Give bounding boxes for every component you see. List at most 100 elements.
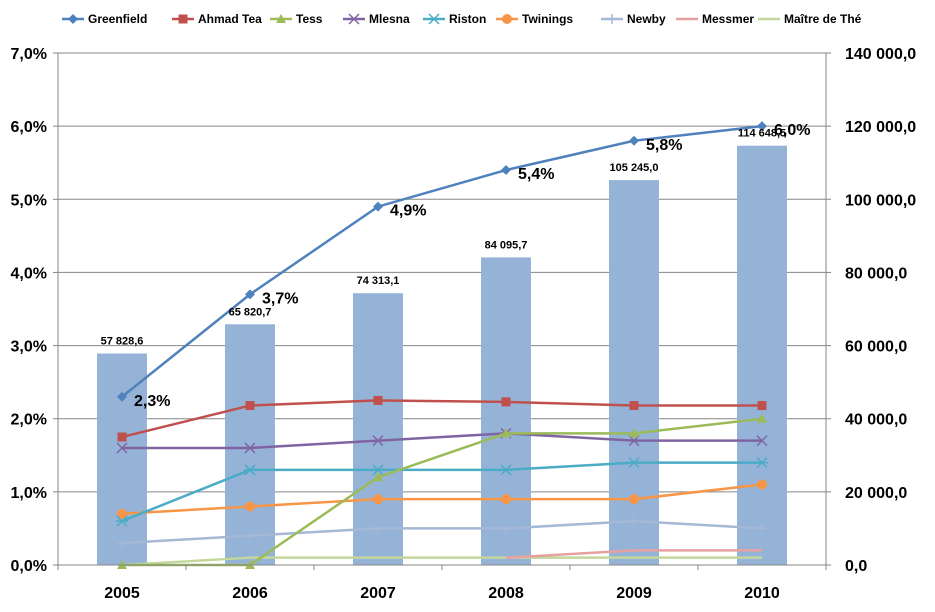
legend-marker [428,13,440,25]
left-tick-label: 4,0% [11,265,47,282]
legend-item-mlesna: Mlesna [343,12,410,26]
legend-label: Twinings [522,12,573,26]
x-tick-label: 2007 [360,585,396,602]
ahmad-tea-point [501,397,511,407]
legend-label: Riston [449,12,486,26]
mlesna-point [756,435,768,447]
legend-label: Messmer [702,12,754,26]
greenfield-value-label: 5,4% [518,166,554,183]
x-tick-label: 2006 [232,585,268,602]
ahmad-tea-point [757,401,767,411]
right-tick-label: 120 000,0 [845,119,916,136]
messmer-line [505,549,762,559]
legend-label: Mlesna [369,12,410,26]
newby-point [501,523,511,534]
greenfield-point [629,135,639,146]
legend-label: Maître de Thé [784,12,862,26]
mlesna-series [116,427,768,454]
bar-value-label: 57 828,6 [101,336,144,348]
riston-line [121,461,762,523]
legend-item-newby: Newby [601,12,666,26]
left-tick-label: 5,0% [11,192,47,209]
right-tick-label: 60 000,0 [845,339,907,356]
right-tick-label: 40 000,0 [845,412,907,429]
riston-point [628,457,640,469]
twinings-point [373,494,383,505]
legend-item-twinings: Twinings [496,12,573,26]
messmer-series [505,549,762,559]
bar [97,353,147,565]
greenfield-point [373,201,383,212]
legend-item-ahmad-tea: Ahmad Tea [172,12,262,26]
twinings-point [501,494,511,505]
left-tick-label: 3,0% [11,339,47,356]
newby-point [245,530,255,541]
ahmad-tea-line [121,399,762,439]
legend-marker [502,14,512,24]
tess-point [629,428,639,438]
greenfield-point [245,289,255,300]
greenfield-value-label: 3,7% [262,290,298,307]
mlesna-line [122,432,762,450]
maitre-de-the-series [121,556,762,567]
right-tick-label: 100 000,0 [845,192,916,209]
legend-label: Greenfield [88,12,147,26]
ahmad-tea-point [117,432,127,442]
twinings-line [121,483,763,516]
newby-point [629,516,639,527]
mlesna-point [244,442,256,454]
bar [737,145,787,565]
greenfield-series [117,121,767,402]
twinings-series [117,479,767,519]
twinings-point [629,494,639,505]
newby-point [117,538,127,549]
twinings-point [245,501,255,512]
legend-item-riston: Riston [423,12,486,26]
greenfield-value-label: 6,0% [774,122,810,139]
bar-series [97,145,787,565]
x-tick-label: 2005 [104,585,140,602]
x-tick-label: 2009 [616,585,652,602]
legend-label: Ahmad Tea [198,12,262,26]
legend-marker [68,14,78,24]
greenfield-point [501,165,511,176]
maitre-de-the-line [121,556,762,567]
left-axis-ticks: 0,0% 1,0% 2,0% 3,0% 4,0% 5,0% 6,0% 7,0% [11,46,58,575]
ahmad-tea-series [117,395,767,442]
legend-marker [348,13,360,25]
riston-point [116,515,128,527]
newby-point [373,523,383,534]
left-tick-label: 1,0% [11,485,47,502]
bar [225,324,275,565]
right-axis-ticks: 0,0 20 000,0 40 000,0 60 000,0 80 000,0 100 0… [826,46,916,575]
newby-line [121,519,763,545]
left-tick-label: 2,0% [11,412,47,429]
mlesna-point [116,442,128,454]
legend-item-greenfield: Greenfield [62,12,147,26]
mlesna-point [372,435,384,447]
greenfield-data-labels: 2,3% 3,7% 4,9% 5,4% 5,8% 6,0% [134,122,810,410]
x-tick-label: 2008 [488,585,524,602]
riston-point [500,464,512,476]
newby-point [757,523,767,534]
greenfield-value-label: 2,3% [134,393,170,410]
twinings-point [757,479,767,490]
left-tick-label: 0,0% [11,558,47,575]
tess-point [501,428,511,438]
legend-item-tess: Tess [270,12,323,26]
bar-value-label: 84 095,7 [485,239,528,251]
legend-label: Newby [627,12,666,26]
greenfield-value-label: 4,9% [390,203,426,220]
riston-series [116,457,768,527]
greenfield-point [117,391,127,402]
tess-point [373,472,383,482]
tess-point [757,413,767,423]
greenfield-line [121,124,763,398]
legend-marker [607,14,617,24]
twinings-point [117,508,127,519]
bar [353,293,403,565]
greenfield-point [757,121,767,132]
right-tick-label: 20 000,0 [845,485,907,502]
bar-value-label: 114 648,5 [738,128,786,140]
